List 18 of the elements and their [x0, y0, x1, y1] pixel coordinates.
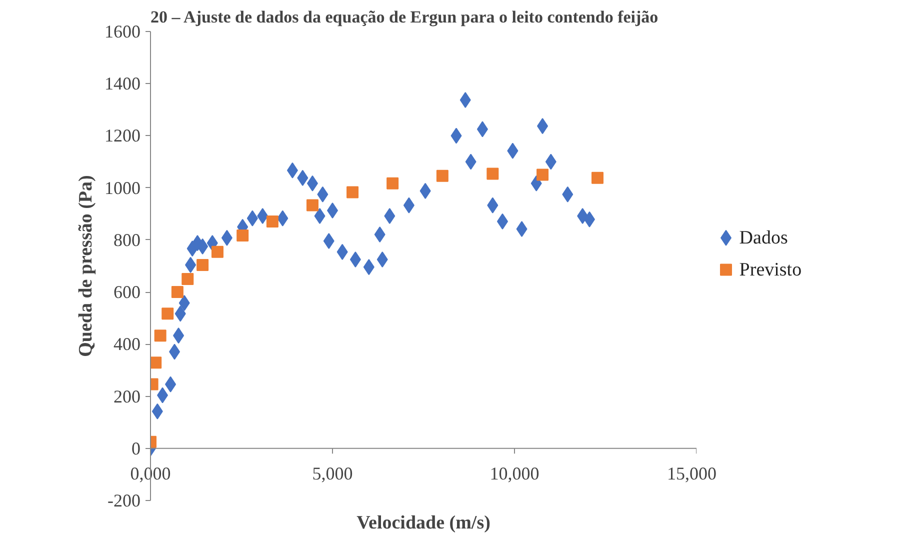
x-tick-label: 5,000 [312, 464, 353, 484]
y-tick-label: 600 [114, 282, 140, 302]
y-tick-label: 200 [114, 386, 140, 406]
y-tick-label: 1000 [104, 178, 140, 198]
x-tick-label: 15,000 [667, 464, 716, 484]
legend-label: Dados [739, 227, 788, 248]
y-tick-label: -200 [108, 490, 141, 510]
y-tick-label: 1200 [104, 126, 140, 146]
y-axis-title: Queda de pressão (Pa) [76, 175, 96, 357]
y-tick-label: 1600 [104, 22, 140, 42]
y-tick-label: 400 [114, 334, 140, 354]
y-tick-label: 800 [114, 230, 140, 250]
y-tick-label: 1400 [104, 74, 140, 94]
y-tick-label: 0 [132, 438, 140, 458]
x-axis-title: Velocidade (m/s) [356, 512, 490, 534]
chart-title: 20 – Ajuste de dados da equação de Ergun para o leito contendo feijão [150, 8, 658, 26]
x-tick-label: 10,000 [490, 464, 540, 484]
legend-label: Previsto [739, 259, 802, 280]
